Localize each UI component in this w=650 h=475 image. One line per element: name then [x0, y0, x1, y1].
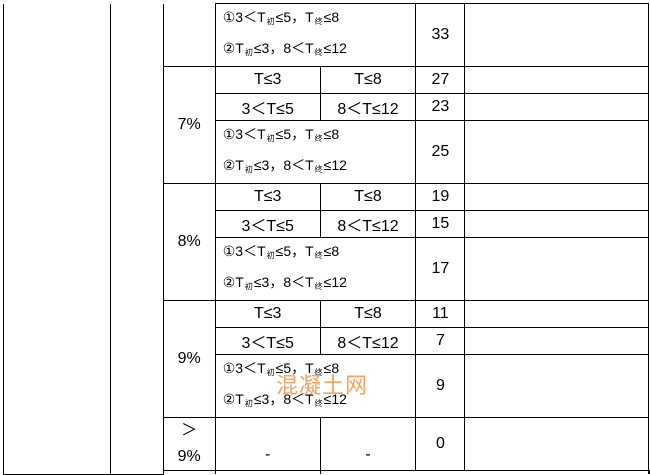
score-cell: 17 — [415, 237, 466, 301]
initial-set-cell: T≤3 — [214, 183, 321, 211]
notes-cell — [464, 237, 649, 301]
score-cell: 7 — [415, 327, 466, 355]
percent-cell: ＞ 9% — [162, 417, 216, 471]
score-cell: 25 — [415, 120, 466, 184]
special-condition-cell: ①3＜T初≤5，T终≤8 ②T初≤3，8＜T终≤12 — [214, 237, 417, 301]
notes-cell — [464, 327, 649, 355]
final-set-cell: 8＜T≤12 — [319, 93, 417, 121]
condition-line-1: ①3＜T初≤5，T终≤8 — [222, 126, 340, 143]
next-row-cell — [319, 470, 650, 474]
condition-line-2: ②T初≤3，8＜T终≤12 — [222, 391, 347, 408]
special-condition-cell: ①3＜T初≤5，T终≤8 ②T初≤3，8＜T终≤12 — [214, 3, 417, 67]
score-table: ①3＜T初≤5，T终≤8 ②T初≤3，8＜T终≤12 33 7% T≤3 T≤8 27 3＜… — [3, 3, 650, 475]
initial-set-cell: T≤3 — [214, 66, 321, 94]
condition-line-2: ②T初≤3，8＜T终≤12 — [222, 274, 347, 291]
final-set-cell: T≤8 — [319, 300, 417, 328]
notes-cell — [464, 66, 649, 94]
final-set-cell: 8＜T≤12 — [319, 327, 417, 355]
notes-cell — [464, 3, 649, 67]
final-set-cell: - — [319, 417, 417, 471]
final-set-cell: 8＜T≤12 — [319, 210, 417, 238]
initial-set-cell: 3＜T≤5 — [214, 210, 321, 238]
percent-cell: 7% — [162, 66, 216, 184]
special-condition-cell: ①3＜T初≤5，T终≤8 ②T初≤3，8＜T终≤12 — [214, 120, 417, 184]
next-row-cell — [214, 470, 321, 474]
notes-cell — [464, 417, 649, 471]
final-set-cell: T≤8 — [319, 183, 417, 211]
item-cell — [109, 3, 164, 475]
percent-cell — [162, 3, 216, 67]
score-cell: 9 — [415, 354, 466, 418]
score-cell: 23 — [415, 93, 466, 121]
score-cell: 15 — [415, 210, 466, 238]
notes-cell — [464, 300, 649, 328]
notes-cell — [464, 120, 649, 184]
initial-set-cell: T≤3 — [214, 300, 321, 328]
condition-line-1: ①3＜T初≤5，T终≤8 — [222, 243, 340, 260]
score-cell: 33 — [415, 3, 466, 67]
notes-cell — [464, 210, 649, 238]
final-set-cell: T≤8 — [319, 66, 417, 94]
percent-cell: 9% — [162, 300, 216, 418]
notes-cell — [464, 93, 649, 121]
condition-line-1: ①3＜T初≤5，T终≤8 — [222, 360, 340, 377]
score-cell: 19 — [415, 183, 466, 211]
score-cell: 11 — [415, 300, 466, 328]
percent-cell: 8% — [162, 183, 216, 301]
condition-line-2: ②T初≤3，8＜T终≤12 — [222, 40, 347, 57]
score-cell: 0 — [415, 417, 466, 471]
notes-cell — [464, 183, 649, 211]
condition-line-1: ①3＜T初≤5，T终≤8 — [222, 9, 340, 26]
next-row-cell — [162, 470, 216, 474]
next-row-cell — [648, 470, 650, 474]
category-cell — [3, 3, 111, 475]
initial-set-cell: - — [214, 417, 321, 471]
notes-cell — [464, 354, 649, 418]
initial-set-cell: 3＜T≤5 — [214, 327, 321, 355]
score-cell: 27 — [415, 66, 466, 94]
special-condition-cell: ①3＜T初≤5，T终≤8 ②T初≤3，8＜T终≤12 — [214, 354, 417, 418]
initial-set-cell: 3＜T≤5 — [214, 93, 321, 121]
condition-line-2: ②T初≤3，8＜T终≤12 — [222, 157, 347, 174]
